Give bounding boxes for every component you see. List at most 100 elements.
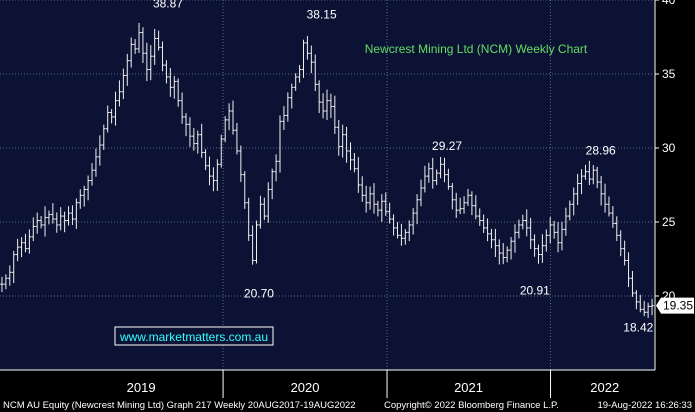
price-bar [556,222,560,253]
y-tick-label: 40 [662,0,676,7]
price-bar [481,214,486,233]
price-bar [31,217,36,242]
price-bar [180,92,184,124]
price-bar [0,276,4,293]
price-bar [74,198,79,229]
price-bar [415,194,419,225]
price-bar [27,229,32,254]
price-bar [583,164,588,180]
x-tick-label: 2019 [127,380,156,395]
price-bar [321,93,325,119]
price-bar [513,224,517,253]
price-bar [548,217,553,244]
price-bar [262,197,267,221]
price-bar [133,39,137,54]
price-annotation: 38.15 [307,7,337,21]
price-bar [560,221,564,251]
price-bar [607,196,611,217]
price-bar [274,154,278,182]
price-bar [450,182,455,210]
x-tick-label: 2020 [291,380,320,395]
x-tick-label: 2022 [590,380,619,395]
footer-right: 19-Aug-2022 16:26:33 [597,400,692,411]
price-annotation: 18.42 [623,320,653,334]
website-link[interactable]: www.marketmatters.com.au [119,330,268,344]
price-bar [532,234,537,257]
price-bar [544,229,549,252]
price-bar [227,103,231,131]
price-bar [313,54,318,92]
price-bar [160,41,165,72]
price-bar [297,64,302,83]
price-bar [387,202,392,224]
price-bar [145,42,149,82]
price-annotation: 20.91 [520,284,550,298]
price-bar [168,67,173,97]
price-bar [219,134,224,168]
price-bar [411,208,415,235]
price-bar [109,109,114,124]
price-bar [23,233,28,253]
price-bar [54,212,59,233]
price-bar [43,206,47,237]
price-bars [0,23,654,318]
price-annotation: 28.96 [586,143,616,157]
price-bar [380,194,384,222]
price-bar [286,92,290,122]
price-bar [195,130,200,154]
price-bar [172,76,177,99]
price-bar [434,169,439,185]
price-bar [458,197,462,215]
price-bar [11,250,16,284]
price-bar [176,78,180,107]
price-bar [650,298,654,316]
price-bar [626,252,631,288]
price-bar [250,225,255,265]
price-bar [246,197,251,241]
price-bar [164,60,169,84]
price-bar [35,212,40,234]
price-bar [509,237,513,260]
price-bar [524,209,529,237]
price-bar [333,95,337,134]
price-bar [403,229,408,245]
price-bar [199,123,204,158]
price-bar [121,68,126,100]
footer-center: Copyright© 2022 Bloomberg Finance L.P. [384,400,559,411]
price-bar [454,192,459,219]
price-bar [571,187,576,216]
price-bar [289,83,294,109]
price-bar [325,89,329,120]
price-bar [192,127,196,151]
price-bar [98,135,102,166]
price-bar [638,294,643,313]
price-bar [258,195,263,229]
price-bar [383,192,388,216]
price-bar [395,222,400,239]
price-bar [505,246,509,263]
price-bar [113,91,118,126]
price-bar [278,115,282,173]
price-bar [94,148,98,177]
price-bar [148,45,153,81]
price-bar [485,218,490,242]
price-bar [575,173,580,206]
price-bar [372,183,376,214]
price-bar [282,106,286,130]
price-bar [528,217,533,250]
price-bar [603,183,607,213]
y-tick-label: 35 [662,67,676,81]
price-bar [348,142,353,171]
price-bar [19,237,24,258]
price-bar [211,167,216,192]
price-bar [66,206,71,226]
price-bar [352,152,357,173]
price-bar [368,186,372,210]
price-bar [47,210,51,225]
price-bar [579,169,584,195]
price-bar [536,244,541,264]
last-price-tag: 19.35 [656,297,694,314]
price-bar [438,157,443,179]
